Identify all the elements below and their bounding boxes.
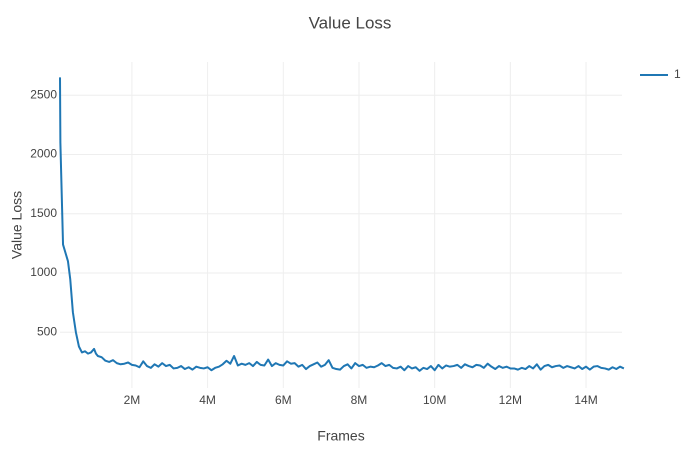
y-tick-label: 2000 xyxy=(30,147,57,161)
x-tick-label: 2M xyxy=(124,393,141,407)
y-tick-label: 1500 xyxy=(30,206,57,220)
legend-label: 1 xyxy=(674,67,681,81)
x-tick-label: 14M xyxy=(574,393,597,407)
y-tick-label: 1000 xyxy=(30,265,57,279)
y-tick-label: 2500 xyxy=(30,87,57,101)
chart-title: Value Loss xyxy=(309,13,392,32)
x-tick-label: 8M xyxy=(351,393,368,407)
x-tick-label: 6M xyxy=(275,393,292,407)
x-tick-label: 12M xyxy=(499,393,522,407)
x-tick-label: 10M xyxy=(423,393,446,407)
x-tick-label: 4M xyxy=(199,393,216,407)
x-axis-label: Frames xyxy=(317,428,364,444)
y-axis-label: Value Loss xyxy=(9,191,25,259)
data-line xyxy=(59,77,625,372)
y-tick-label: 500 xyxy=(37,324,57,338)
